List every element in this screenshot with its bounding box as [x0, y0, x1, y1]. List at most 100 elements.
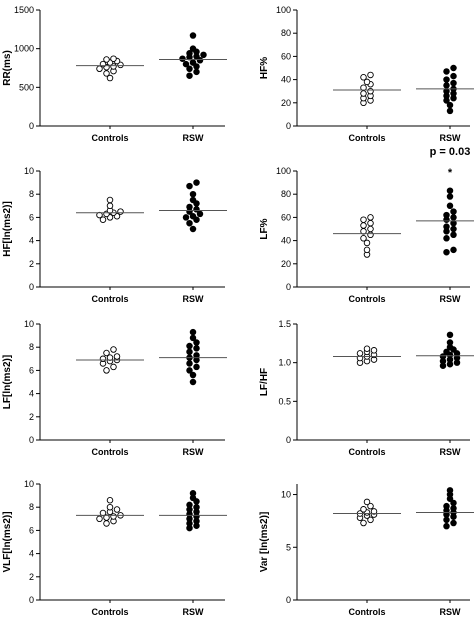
control-point — [367, 516, 374, 524]
control-point — [363, 345, 371, 352]
control-point — [110, 363, 117, 371]
control-point — [106, 196, 114, 204]
panel-7: 0 2 4 6 8 10 VLF[ln(ms2)] Controls RSW — [2, 479, 227, 617]
y-tick-label: 1.5 — [278, 319, 291, 329]
control-point — [103, 349, 110, 357]
rsw-point — [200, 51, 207, 59]
control-point — [360, 90, 367, 97]
y-tick-label: 40 — [281, 236, 291, 246]
control-point — [113, 353, 121, 360]
rsw-point — [189, 196, 197, 204]
panel-4: 0 20 40 60 80 100 LF% Controls RSW p = 0.03 * — [259, 146, 474, 304]
rsw-point — [186, 360, 193, 367]
y-axis-label: HF[ln(ms2)] — [2, 201, 13, 257]
control-point — [96, 515, 103, 523]
rsw-point — [189, 45, 197, 52]
x-tick-label: Controls — [349, 607, 386, 617]
rsw-point — [450, 519, 457, 527]
y-tick-label: 6 — [29, 365, 34, 375]
rsw-point — [179, 55, 186, 62]
control-point — [99, 216, 107, 223]
rsw-point — [189, 334, 197, 342]
control-point — [360, 235, 367, 242]
y-tick-label: 0 — [286, 282, 291, 292]
panel-2: 0 20 40 60 80 100 HF% Controls RSW — [259, 5, 474, 143]
rsw-point — [186, 182, 193, 190]
control-point — [360, 222, 367, 229]
control-point — [106, 202, 114, 210]
rsw-point — [189, 59, 197, 66]
y-tick-label: 500 — [19, 82, 34, 92]
y-axis-label: LF/HF — [259, 368, 270, 396]
rsw-point — [450, 225, 457, 233]
rsw-point — [450, 214, 457, 221]
x-tick-label: RSW — [440, 294, 462, 304]
y-tick-label: 4 — [29, 549, 34, 559]
rsw-point — [443, 211, 450, 219]
significance-marker: * — [448, 167, 453, 179]
control-point — [367, 71, 374, 79]
control-point — [110, 346, 117, 353]
y-tick-label: 8 — [29, 342, 34, 352]
rsw-point — [182, 60, 190, 68]
rsw-point — [186, 219, 193, 227]
control-point — [367, 502, 374, 510]
rsw-point — [439, 353, 447, 360]
y-tick-label: 2 — [29, 572, 34, 582]
y-tick-label: 5 — [286, 542, 291, 552]
y-axis-label: RR(ms) — [2, 50, 13, 86]
rsw-point — [193, 68, 200, 76]
rsw-point — [182, 214, 190, 221]
x-tick-label: Controls — [92, 294, 129, 304]
control-point — [103, 367, 110, 374]
rsw-point — [193, 179, 200, 186]
rsw-point — [186, 65, 193, 73]
rsw-point — [450, 505, 457, 512]
rsw-point — [446, 331, 454, 339]
x-tick-label: Controls — [92, 607, 129, 617]
control-point — [367, 87, 374, 95]
control-point — [363, 498, 371, 506]
y-tick-label: 0 — [286, 435, 291, 445]
control-point — [356, 350, 364, 357]
control-point — [106, 496, 114, 504]
y-tick-label: 10 — [24, 319, 34, 329]
x-tick-label: Controls — [349, 133, 386, 143]
y-tick-label: 2 — [29, 259, 34, 269]
control-point — [103, 56, 110, 63]
control-point — [370, 347, 378, 354]
control-point — [367, 225, 374, 233]
x-tick-label: RSW — [440, 447, 462, 457]
y-tick-label: 0 — [29, 121, 34, 131]
y-tick-label: 0 — [29, 282, 34, 292]
control-point — [367, 214, 374, 221]
x-tick-label: Controls — [349, 294, 386, 304]
control-point — [360, 74, 367, 81]
control-point — [367, 231, 374, 239]
y-tick-label: 80 — [281, 28, 291, 38]
rsw-point — [446, 107, 454, 115]
rsw-point — [446, 101, 454, 109]
y-tick-label: 100 — [276, 166, 291, 176]
rsw-point — [443, 76, 450, 83]
y-axis-label: HF% — [259, 57, 270, 79]
rsw-point — [450, 208, 457, 215]
control-point — [110, 55, 117, 62]
y-tick-label: 10 — [281, 490, 291, 500]
control-point — [363, 239, 371, 247]
rsw-point — [450, 72, 457, 80]
x-tick-label: Controls — [92, 447, 129, 457]
y-tick-label: 0.5 — [278, 396, 291, 406]
rsw-point — [186, 72, 193, 79]
rsw-point — [443, 348, 450, 356]
rsw-point — [443, 82, 450, 89]
y-tick-label: 0 — [29, 595, 34, 605]
y-tick-label: 4 — [29, 389, 34, 399]
p-value-annotation: p = 0.03 — [430, 146, 471, 158]
y-tick-label: 0 — [286, 595, 291, 605]
y-tick-label: 0 — [29, 435, 34, 445]
x-tick-label: Controls — [92, 133, 129, 143]
rsw-point — [186, 501, 193, 509]
panel-1: 0 500 1000 1500 RR(ms) Controls RSW — [2, 5, 227, 143]
